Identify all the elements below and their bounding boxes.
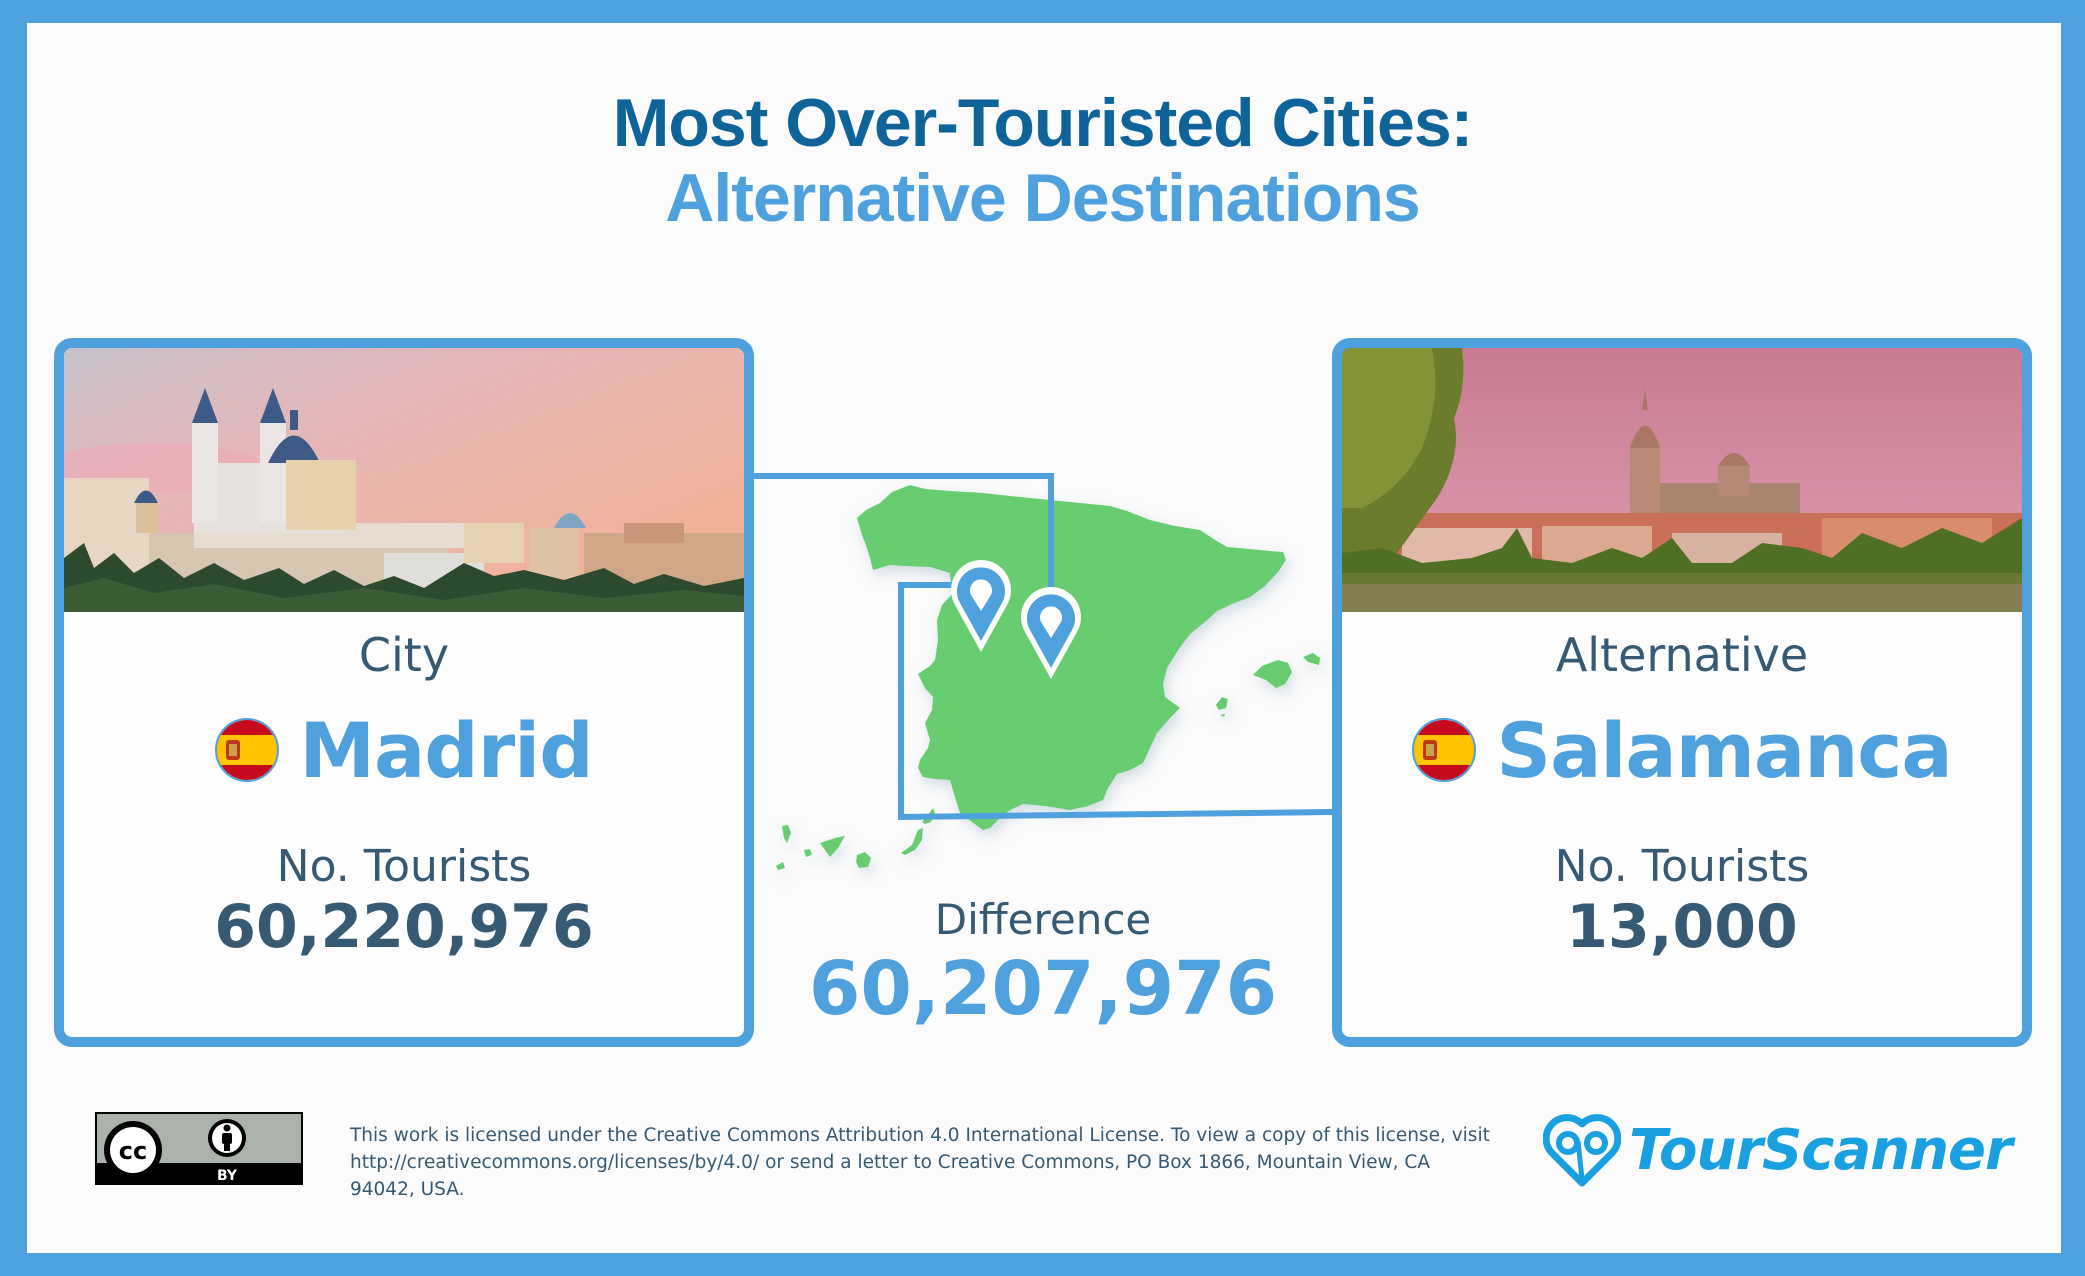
connector-lines: [754, 473, 1333, 821]
page-subtitle: Alternative Destinations: [665, 160, 1420, 236]
alternative-tourists-label: No. Tourists: [1554, 841, 1810, 892]
license-line-1: This work is licensed under the Creative…: [350, 1125, 1490, 1146]
city-tourists-label: No. Tourists: [276, 841, 532, 892]
city-name-row: Madrid: [64, 706, 744, 795]
license-line-2[interactable]: http://creativecommons.org/licenses/by/4…: [350, 1152, 1430, 1200]
spain-flag-icon: [1412, 718, 1477, 782]
salamanca-pin-icon: [951, 560, 1012, 652]
alternative-tourists-value: 13,000: [1566, 892, 1798, 962]
difference-label: Difference: [934, 895, 1152, 944]
license-text: This work is licensed under the Creative…: [350, 1122, 1500, 1203]
attribution-person-icon: [208, 1119, 246, 1157]
svg-text:BY: BY: [217, 1168, 238, 1184]
madrid-skyline-photo: [64, 348, 744, 612]
alternative-name-row: Salamanca: [1342, 706, 2022, 795]
city-tourists-value: 60,220,976: [214, 892, 594, 962]
salamanca-skyline-photo: [1342, 348, 2022, 612]
city-label: City: [358, 628, 450, 682]
svg-text:cc: cc: [119, 1137, 147, 1165]
alternative-card: Alternative Salamanca No. Tourists 13,00…: [1332, 338, 2032, 1047]
city-name: Madrid: [299, 705, 593, 795]
tourscanner-logo[interactable]: TourScanner: [1543, 1110, 2013, 1190]
page-title: Most Over-Touristed Cities:: [612, 85, 1474, 161]
madrid-pin-icon: [1021, 587, 1081, 679]
city-card: City Madrid No. Tourists 60,220,976: [54, 338, 754, 1047]
brand-name: TourScanner: [1629, 1117, 2013, 1183]
cc-icon: cc: [104, 1121, 162, 1179]
spain-flag-icon: [215, 718, 280, 782]
tourscanner-heart-pin-icon: [1543, 1114, 1621, 1187]
alternative-label: Alternative: [1555, 628, 1809, 682]
alternative-name: Salamanca: [1496, 705, 1952, 795]
cc-by-license-badge[interactable]: cc BY: [95, 1112, 303, 1185]
difference-value: 60,207,976: [808, 946, 1278, 1032]
